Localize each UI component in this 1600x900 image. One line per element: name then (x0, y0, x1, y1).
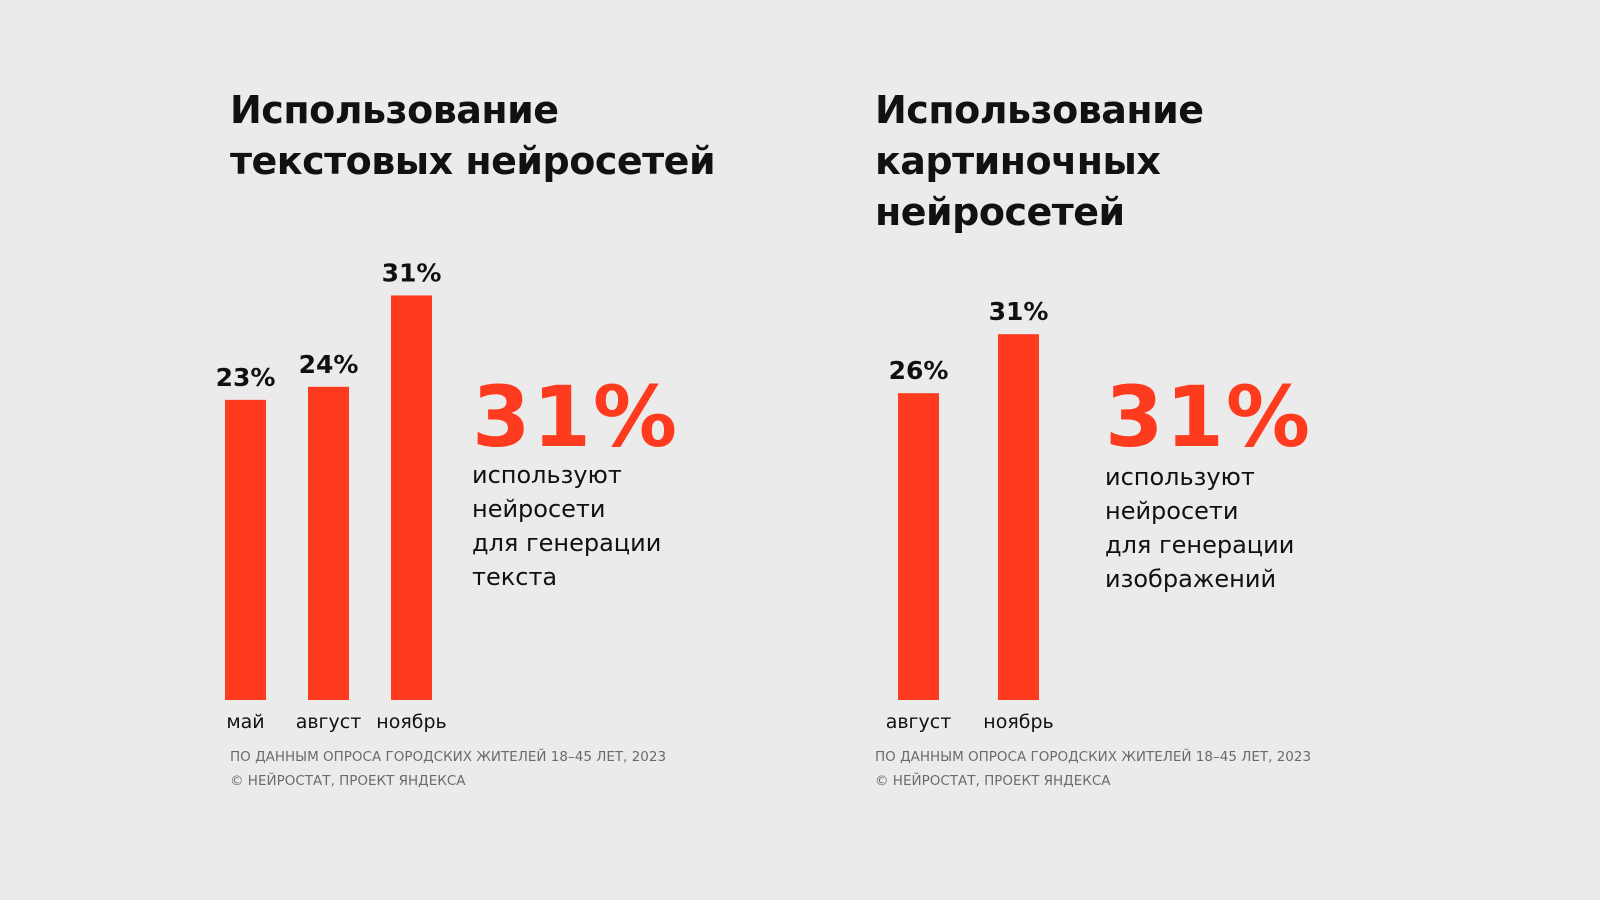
source-line-survey: ПО ДАННЫМ ОПРОСА ГОРОДСКИХ ЖИТЕЛЕЙ 18–45… (875, 749, 1312, 765)
bar-value-label: 26% (889, 356, 949, 385)
bar-ноябрь (998, 334, 1039, 700)
panel-title: Использование картиночных нейросетей (875, 88, 1204, 234)
image-ai-usage-chart: 26% август 31% ноябрь (886, 297, 1054, 733)
image-ai-usage-panel: Использование картиночных нейросетей 26%… (830, 55, 1400, 845)
source-note: ПО ДАННЫМ ОПРОСА ГОРОДСКИХ ЖИТЕЛЕЙ 18–45… (875, 745, 1395, 793)
bar-value-label: 24% (299, 350, 359, 379)
bar-value-label: 23% (216, 363, 276, 392)
panel-title: Использование текстовых нейросетей (230, 88, 716, 183)
bar-август (308, 386, 349, 700)
bar-май (225, 399, 266, 700)
category-label: ноябрь (376, 711, 446, 733)
bar-ноябрь (391, 295, 432, 700)
headline-description: используют нейросети для генерации изобр… (1105, 463, 1295, 593)
headline-description: используют нейросети для генерации текст… (472, 461, 662, 591)
category-label: август (296, 711, 362, 733)
category-label: ноябрь (983, 711, 1053, 733)
source-note: ПО ДАННЫМ ОПРОСА ГОРОДСКИХ ЖИТЕЛЕЙ 18–45… (230, 745, 750, 793)
source-line-survey: ПО ДАННЫМ ОПРОСА ГОРОДСКИХ ЖИТЕЛЕЙ 18–45… (230, 749, 667, 765)
source-line-copyright: © НЕЙРОСТАТ, ПРОЕКТ ЯНДЕКСА (230, 773, 466, 789)
category-label: август (886, 711, 952, 733)
text-ai-usage-panel: Использование текстовых нейросетей 23% ма… (185, 55, 755, 845)
bar-value-label: 31% (382, 258, 442, 287)
headline-percent: 31% (1105, 368, 1313, 466)
headline-percent: 31% (472, 368, 680, 466)
source-line-copyright: © НЕЙРОСТАТ, ПРОЕКТ ЯНДЕКСА (875, 773, 1111, 789)
bar-value-label: 31% (989, 297, 1049, 326)
text-ai-usage-chart: 23% май 24% август 31% ноябрь (216, 258, 447, 733)
category-label: май (226, 711, 264, 733)
bar-август (898, 393, 939, 700)
